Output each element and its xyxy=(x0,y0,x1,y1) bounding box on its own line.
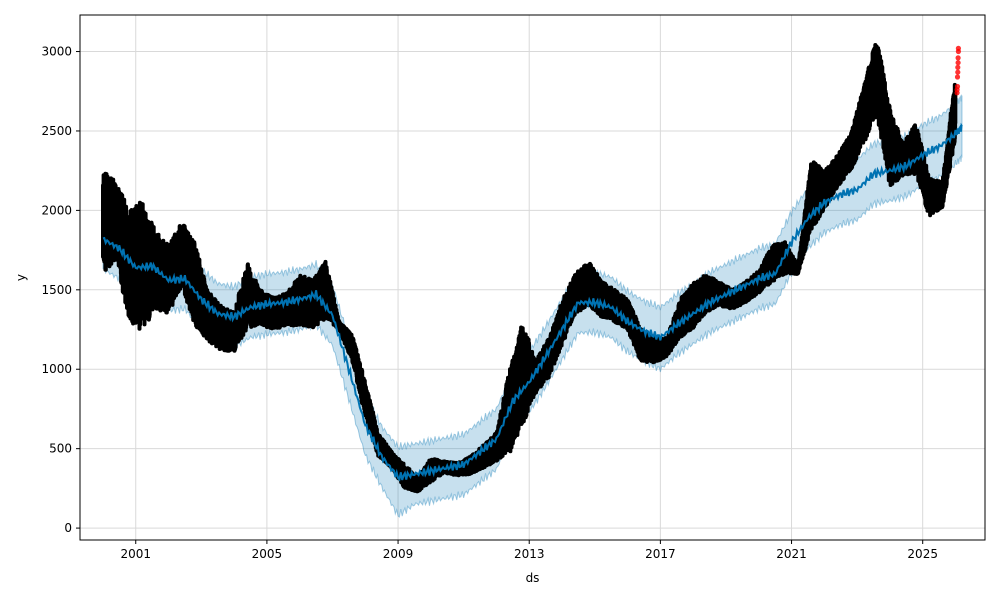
highlighted-point xyxy=(955,55,961,61)
x-axis-ticks: 2001 2005 2009 2013 2017 2021 2025 xyxy=(120,540,938,561)
uncertainty-band xyxy=(102,94,963,518)
x-tick-label: 2009 xyxy=(383,547,414,561)
y-tick-label: 2000 xyxy=(41,203,72,217)
x-tick-label: 2005 xyxy=(252,547,283,561)
y-tick-label: 1500 xyxy=(41,283,72,297)
observed-points-layer xyxy=(101,43,958,494)
highlighted-point xyxy=(955,64,961,70)
x-tick-label: 2001 xyxy=(120,547,151,561)
highlighted-point xyxy=(955,45,962,52)
x-tick-label: 2021 xyxy=(776,547,807,561)
y-tick-label: 2500 xyxy=(41,124,72,138)
x-tick-label: 2017 xyxy=(645,547,676,561)
uncertainty-band-layer xyxy=(102,94,963,518)
highlighted-point xyxy=(955,60,961,66)
highlighted-points-layer xyxy=(954,45,962,96)
highlighted-point xyxy=(954,83,961,90)
y-tick-label: 1000 xyxy=(41,362,72,376)
y-axis-label: y xyxy=(14,274,28,281)
gridlines xyxy=(80,15,985,540)
y-axis-ticks: 0 500 1000 1500 2000 2500 3000 xyxy=(41,45,80,535)
highlighted-point xyxy=(954,74,961,80)
y-tick-label: 3000 xyxy=(41,45,72,59)
forecast-line-layer xyxy=(102,122,963,482)
forecast-line xyxy=(102,122,963,482)
x-tick-label: 2013 xyxy=(514,547,545,561)
plot-frame xyxy=(79,14,986,541)
x-tick-label: 2025 xyxy=(907,547,938,561)
y-tick-label: 500 xyxy=(49,442,72,456)
y-tick-label: 0 xyxy=(64,521,72,535)
highlighted-point xyxy=(955,69,961,75)
x-axis-label: ds xyxy=(526,571,540,585)
